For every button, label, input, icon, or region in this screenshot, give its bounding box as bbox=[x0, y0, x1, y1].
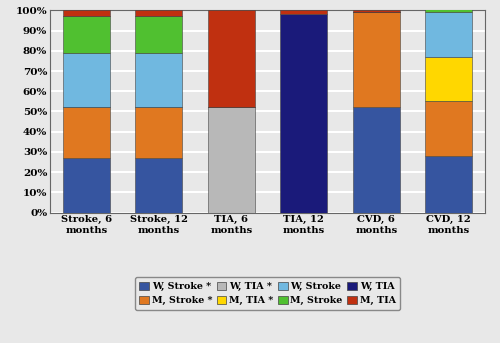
Bar bbox=[62, 158, 110, 213]
Bar bbox=[280, 14, 328, 213]
Bar bbox=[425, 0, 472, 12]
Bar bbox=[208, 10, 255, 107]
Bar bbox=[352, 12, 400, 107]
Bar bbox=[135, 107, 182, 158]
Bar bbox=[425, 156, 472, 213]
Bar bbox=[208, 107, 255, 213]
Bar bbox=[425, 57, 472, 102]
Bar bbox=[352, 10, 400, 12]
Bar bbox=[62, 53, 110, 107]
Bar bbox=[280, 10, 328, 14]
Bar bbox=[135, 158, 182, 213]
Bar bbox=[62, 16, 110, 53]
Legend: W, Stroke *, M, Stroke *, W, TIA *, M, TIA *, W, Stroke, M, Stroke, W, TIA, M, T: W, Stroke *, M, Stroke *, W, TIA *, M, T… bbox=[134, 277, 400, 310]
Bar bbox=[352, 107, 400, 213]
Bar bbox=[135, 16, 182, 53]
Bar bbox=[62, 107, 110, 158]
Bar bbox=[135, 10, 182, 16]
Bar bbox=[135, 53, 182, 107]
Bar bbox=[425, 102, 472, 156]
Bar bbox=[425, 12, 472, 57]
Bar bbox=[62, 10, 110, 16]
